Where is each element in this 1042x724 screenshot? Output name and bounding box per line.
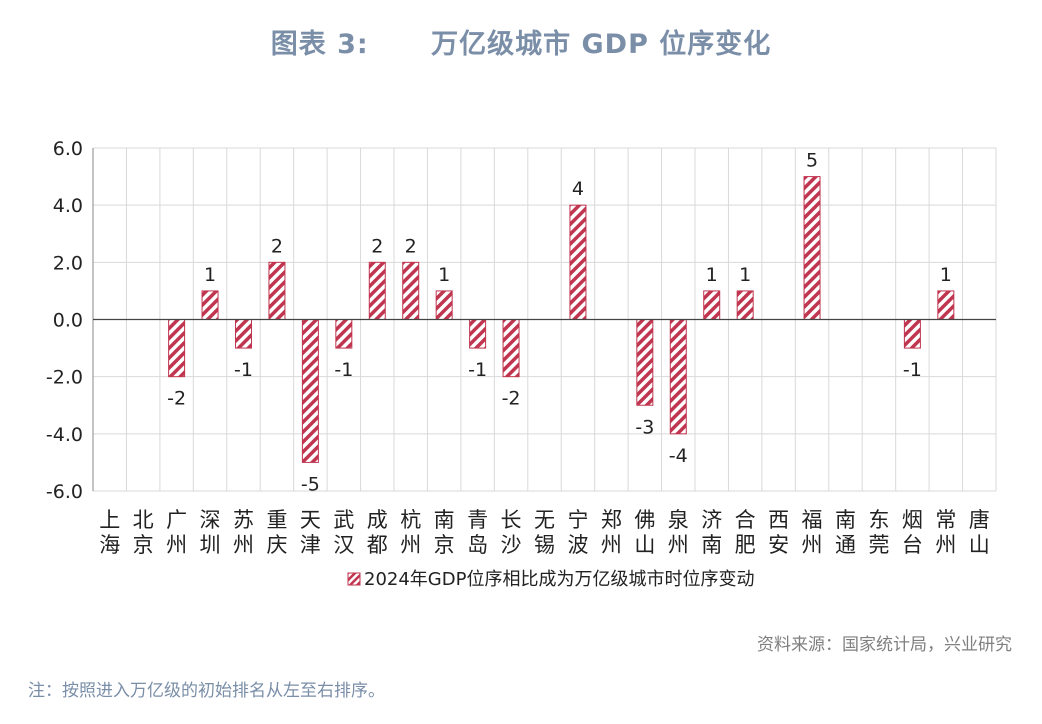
bar <box>469 319 487 349</box>
bar <box>235 319 252 349</box>
data-label: 5 <box>806 150 818 172</box>
x-tick-label: 武汉 <box>333 508 354 557</box>
data-label: 1 <box>940 264 952 286</box>
x-tick-label: 北京 <box>133 508 154 557</box>
legend-swatch <box>347 572 361 586</box>
x-tick-label: 青岛 <box>467 508 488 557</box>
x-tick-label: 苏州 <box>233 508 254 557</box>
x-tick-label: 郑州 <box>601 508 622 557</box>
x-tick-label: 泉州 <box>668 508 689 557</box>
x-tick-label: 杭州 <box>400 508 421 557</box>
bar <box>903 319 921 349</box>
x-tick-label: 南通 <box>835 508 856 557</box>
y-tick-label: 0.0 <box>53 310 83 332</box>
x-tick-label: 佛山 <box>634 508 655 557</box>
x-tick-label: 东莞 <box>868 508 889 557</box>
bar <box>268 261 286 321</box>
x-tick-label: 重庆 <box>266 508 287 557</box>
x-tick-label: 成都 <box>367 508 388 557</box>
axes: 6.0 4.0 2.0 0.0 -2.0 -4.0 -6.0 上海北京广州深圳苏州重庆天津武汉… <box>46 138 996 557</box>
y-tick-label: -4.0 <box>46 424 83 446</box>
bar <box>201 290 219 320</box>
bar <box>502 319 520 378</box>
bar <box>636 319 654 406</box>
data-label: 1 <box>706 264 718 286</box>
x-tick-label: 烟台 <box>902 508 923 557</box>
x-tick-label: 唐山 <box>969 508 990 557</box>
x-tick-label: 上海 <box>99 508 120 557</box>
data-label: -3 <box>635 416 654 438</box>
bar <box>736 290 754 320</box>
legend-label: 2024年GDP位序相比成为万亿级城市时位序变动 <box>364 569 754 590</box>
data-label: 4 <box>572 178 584 200</box>
x-tick-label: 广州 <box>166 508 187 557</box>
data-label: -1 <box>468 359 487 381</box>
data-label: -5 <box>301 473 320 495</box>
bar <box>435 290 453 320</box>
bars <box>168 176 955 463</box>
x-tick-label: 南京 <box>434 508 455 557</box>
y-tick-label: -6.0 <box>46 481 83 503</box>
data-label: 1 <box>438 264 450 286</box>
data-label: 2 <box>371 235 383 257</box>
bar <box>402 261 420 321</box>
bar <box>569 204 587 321</box>
x-tick-label: 无锡 <box>534 508 555 557</box>
x-tick-label: 深圳 <box>200 508 221 557</box>
data-label: -1 <box>903 359 922 381</box>
x-tick-label: 西安 <box>768 508 789 557</box>
chart-title: 图表 3: 万亿级城市 GDP 位序变化 <box>270 29 772 60</box>
data-label: -4 <box>669 445 688 467</box>
x-tick-label: 天津 <box>300 508 321 557</box>
data-label: 2 <box>271 235 283 257</box>
bar <box>803 176 821 320</box>
y-tick-label: 6.0 <box>53 138 83 160</box>
source-text: 资料来源：国家统计局，兴业研究 <box>757 635 1012 655</box>
bar <box>937 290 955 320</box>
x-tick-label: 宁波 <box>567 508 588 557</box>
bar <box>335 319 353 349</box>
data-labels: -21-12-5-12 21-1-24-3-41 15-11 <box>167 150 952 496</box>
footnote: 注：按照进入万亿级的初始排名从左至右排序。 <box>28 681 385 701</box>
x-tick-label: 济南 <box>701 508 722 557</box>
y-tick-label: -2.0 <box>46 367 83 389</box>
legend: 2024年GDP位序相比成为万亿级城市时位序变动 <box>347 569 754 590</box>
data-label: -2 <box>167 388 186 410</box>
bar <box>669 319 687 435</box>
bar <box>301 319 319 463</box>
data-label: 2 <box>405 235 417 257</box>
y-tick-label: 4.0 <box>53 195 83 217</box>
y-tick-label: 2.0 <box>53 252 83 274</box>
x-tick-label: 合肥 <box>735 508 756 557</box>
data-label: 1 <box>204 264 216 286</box>
bar <box>703 290 721 320</box>
data-label: -1 <box>234 359 253 381</box>
bar <box>368 261 386 321</box>
x-tick-label: 长沙 <box>501 508 522 557</box>
x-tick-label: 常州 <box>935 508 956 557</box>
x-tick-label: 福州 <box>802 508 823 557</box>
data-label: -2 <box>502 388 521 410</box>
data-label: -1 <box>334 359 353 381</box>
data-label: 1 <box>739 264 751 286</box>
bar <box>168 319 186 378</box>
